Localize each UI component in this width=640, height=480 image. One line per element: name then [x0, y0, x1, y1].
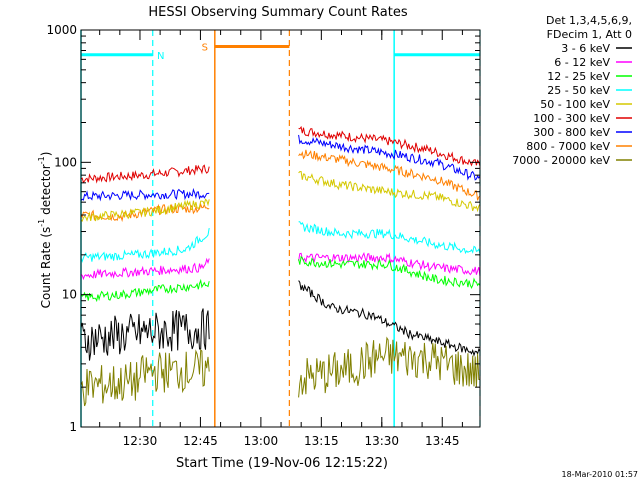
- series-line: [81, 228, 210, 263]
- legend-entry-label: 100 - 300 keV: [533, 112, 610, 125]
- series-line: [298, 221, 480, 255]
- x-tick-label: 13:00: [244, 434, 279, 448]
- y-axis: 1 10 100 1000: [46, 23, 480, 434]
- legend-header: FDecim 1, Att 0: [547, 28, 632, 41]
- legend-header: Det 1,3,4,5,6,9,: [546, 14, 632, 27]
- x-axis: 12:30 12:45 13:00 13:15 13:30 13:45: [99, 30, 463, 448]
- x-axis-label: Start Time (19-Nov-06 12:15:22): [176, 456, 388, 471]
- x-tick-label: 13:15: [304, 434, 339, 448]
- series-line: [81, 308, 210, 361]
- legend: Det 1,3,4,5,6,9,FDecim 1, Att 03 - 6 keV…: [512, 14, 632, 167]
- series-line: [81, 257, 210, 281]
- series-line: [298, 280, 480, 357]
- series-line: [298, 134, 480, 181]
- timestamp: 18-Mar-2010 01:57: [562, 470, 639, 479]
- series-line: [81, 187, 210, 202]
- legend-entry-label: 6 - 12 keV: [554, 56, 610, 69]
- x-tick-label: 13:30: [364, 434, 399, 448]
- x-tick-label: 13:45: [425, 434, 460, 448]
- series-line: [298, 125, 480, 167]
- series-line: [81, 278, 210, 303]
- plot-frame: [80, 29, 481, 428]
- x-tick-label: 12:30: [123, 434, 158, 448]
- legend-entry-label: 7000 - 20000 keV: [512, 154, 610, 167]
- region-label: N: [157, 51, 164, 62]
- series-line: [81, 202, 210, 223]
- legend-entry-label: 25 - 50 keV: [547, 84, 610, 97]
- series-line: [298, 170, 480, 213]
- series-line: [298, 255, 480, 289]
- y-tick-label: 1000: [46, 23, 77, 37]
- series-line: [81, 198, 210, 222]
- y-tick-label: 1: [69, 420, 77, 434]
- y-axis-label: Count Rate (s-1 detector-1): [37, 152, 53, 309]
- series-line: [81, 164, 210, 184]
- x-tick-label: 12:45: [183, 434, 218, 448]
- series-line: [298, 252, 480, 277]
- y-tick-label: 10: [62, 288, 77, 302]
- legend-entry-label: 800 - 7000 keV: [526, 140, 610, 153]
- legend-entry-label: 3 - 6 keV: [561, 42, 610, 55]
- legend-entry-label: 12 - 25 keV: [547, 70, 610, 83]
- series-line: [81, 349, 210, 407]
- y-tick-label: 100: [54, 155, 77, 169]
- legend-entry-label: 50 - 100 keV: [540, 98, 610, 111]
- region-label: S: [202, 43, 208, 54]
- legend-entry-label: 300 - 800 keV: [533, 126, 610, 139]
- chart-title: HESSI Observing Summary Count Rates: [148, 5, 407, 20]
- series-line: [298, 149, 480, 201]
- series-layer: [81, 125, 480, 407]
- series-line: [298, 336, 480, 398]
